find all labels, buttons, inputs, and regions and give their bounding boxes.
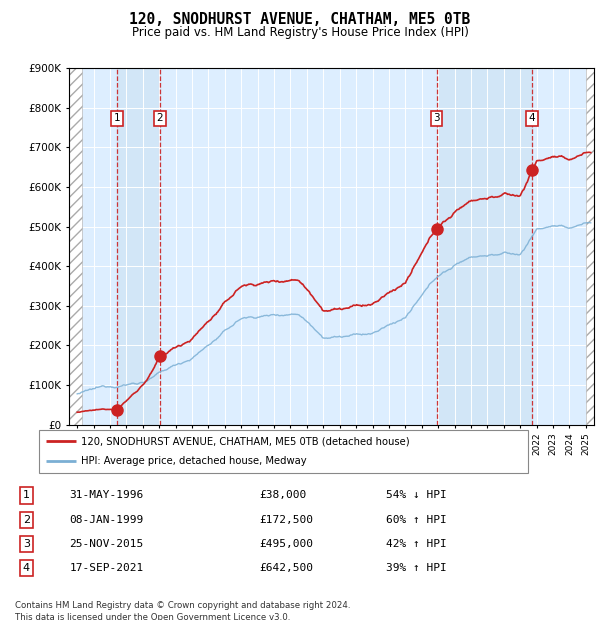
FancyBboxPatch shape (39, 430, 528, 473)
Text: Contains HM Land Registry data © Crown copyright and database right 2024.: Contains HM Land Registry data © Crown c… (15, 601, 350, 611)
Text: 42% ↑ HPI: 42% ↑ HPI (386, 539, 447, 549)
Text: 25-NOV-2015: 25-NOV-2015 (70, 539, 144, 549)
Text: £38,000: £38,000 (260, 490, 307, 500)
Text: This data is licensed under the Open Government Licence v3.0.: This data is licensed under the Open Gov… (15, 613, 290, 620)
Text: 120, SNODHURST AVENUE, CHATHAM, ME5 0TB (detached house): 120, SNODHURST AVENUE, CHATHAM, ME5 0TB … (80, 436, 409, 446)
Text: 08-JAN-1999: 08-JAN-1999 (70, 515, 144, 525)
Text: 17-SEP-2021: 17-SEP-2021 (70, 563, 144, 574)
Bar (437, 68, 532, 425)
Text: 3: 3 (433, 113, 440, 123)
Text: 54% ↓ HPI: 54% ↓ HPI (386, 490, 447, 500)
Text: £172,500: £172,500 (260, 515, 314, 525)
Text: Price paid vs. HM Land Registry's House Price Index (HPI): Price paid vs. HM Land Registry's House … (131, 26, 469, 39)
Text: 1: 1 (113, 113, 120, 123)
Text: 3: 3 (23, 539, 30, 549)
Text: 39% ↑ HPI: 39% ↑ HPI (386, 563, 447, 574)
Text: HPI: Average price, detached house, Medway: HPI: Average price, detached house, Medw… (80, 456, 306, 466)
Text: £642,500: £642,500 (260, 563, 314, 574)
Text: 2: 2 (23, 515, 30, 525)
Text: 31-MAY-1996: 31-MAY-1996 (70, 490, 144, 500)
Bar (117, 68, 160, 425)
Text: 2: 2 (157, 113, 163, 123)
Text: 4: 4 (529, 113, 535, 123)
Text: 1: 1 (23, 490, 30, 500)
Text: 120, SNODHURST AVENUE, CHATHAM, ME5 0TB: 120, SNODHURST AVENUE, CHATHAM, ME5 0TB (130, 12, 470, 27)
Text: 60% ↑ HPI: 60% ↑ HPI (386, 515, 447, 525)
Text: 4: 4 (23, 563, 30, 574)
Text: £495,000: £495,000 (260, 539, 314, 549)
